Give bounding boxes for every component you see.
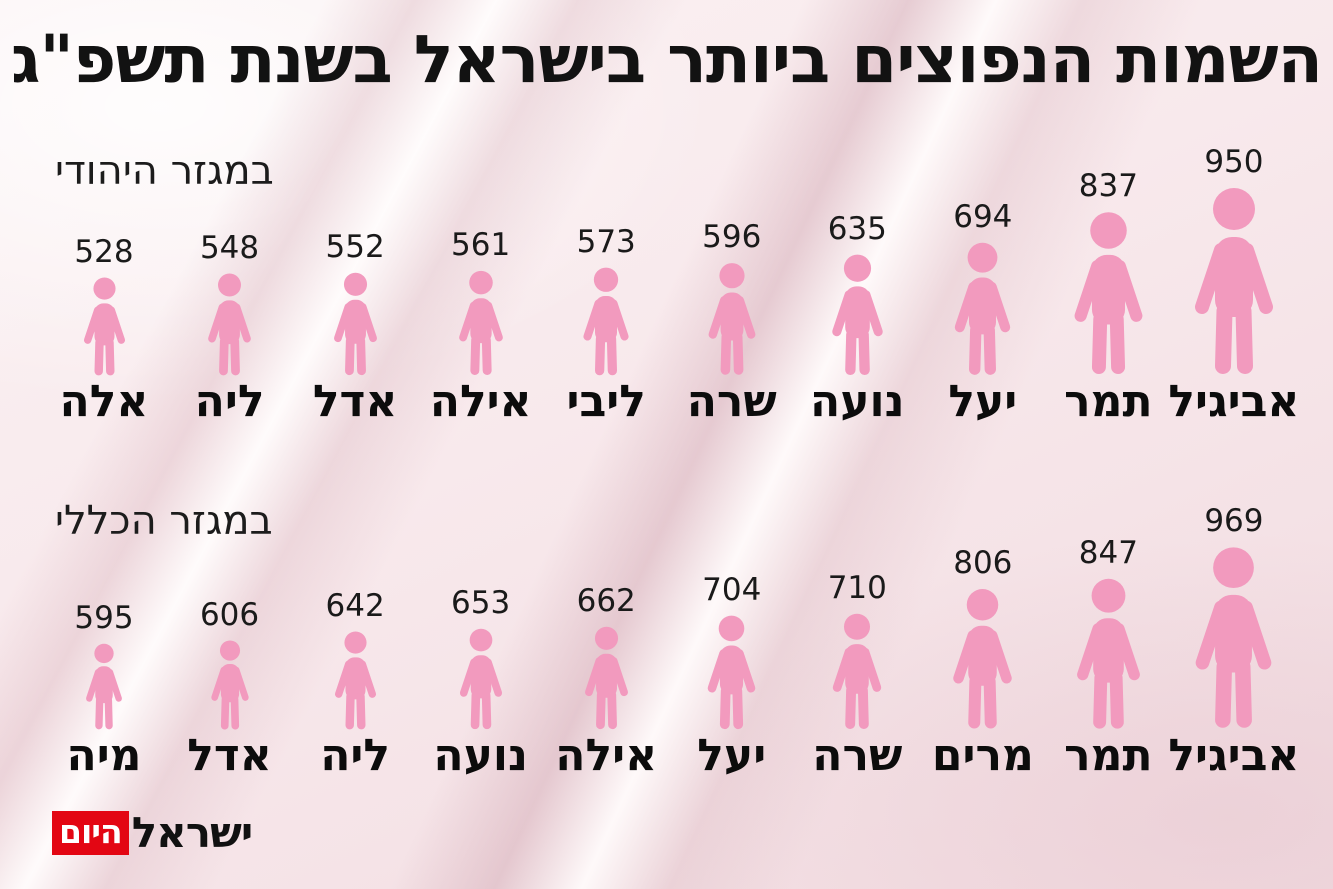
- value-label: 704: [702, 571, 762, 608]
- value-label: 653: [451, 584, 511, 621]
- person-icon: [833, 613, 882, 729]
- pictogram-item: 704 יעל: [673, 573, 791, 779]
- pictogram-item: 694 יעל: [924, 200, 1042, 425]
- name-label: תמר: [1064, 375, 1153, 427]
- name-label: נועה: [809, 375, 905, 427]
- value-label: 595: [74, 599, 134, 636]
- value-label: 635: [827, 210, 887, 247]
- pictogram-row-jewish-sector: 528 אלה 548 ליה 552 אדל 561 אילה 573 ליבי 596 שרה 63…: [45, 143, 1300, 425]
- name-label: אלה: [59, 375, 149, 427]
- name-label: ליה: [320, 729, 390, 781]
- name-label: ליה: [194, 375, 265, 427]
- name-label: אביגיל: [1168, 729, 1300, 781]
- person-icon: [334, 631, 376, 730]
- pictogram-item: 573 ליבי: [547, 225, 665, 425]
- person-icon: [1196, 547, 1272, 728]
- name-label: אביגיל: [1168, 375, 1300, 427]
- name-label: אילה: [555, 729, 658, 781]
- person-icon: [584, 626, 628, 729]
- value-label: 837: [1078, 167, 1138, 204]
- section-label-general-sector: במגזר הכללי: [55, 498, 273, 544]
- value-label: 662: [576, 582, 636, 619]
- pictogram-item: 606 אדל: [171, 598, 289, 779]
- value-label: 596: [702, 218, 762, 255]
- person-icon: [708, 262, 756, 375]
- value-label: 847: [1078, 534, 1138, 571]
- pictogram-item: 806 מרים: [924, 546, 1042, 779]
- person-icon: [86, 643, 122, 730]
- person-icon: [955, 242, 1011, 375]
- value-label: 950: [1204, 143, 1264, 180]
- value-label: 606: [199, 596, 260, 633]
- value-label: 694: [953, 198, 1013, 235]
- person-icon: [333, 272, 377, 375]
- value-label: 642: [325, 587, 385, 624]
- value-label: 710: [827, 569, 887, 606]
- pictogram-item: 528 אלה: [45, 235, 163, 425]
- value-label: 561: [451, 226, 511, 263]
- value-label: 573: [576, 223, 636, 260]
- name-label: יעל: [948, 375, 1018, 427]
- logo-text-israel: ישראל: [131, 808, 253, 857]
- pictogram-item: 552 אדל: [296, 230, 414, 425]
- section-label-jewish-sector: במגזר היהודי: [55, 148, 274, 194]
- name-label: מיה: [66, 729, 142, 781]
- pictogram-item: 710 שרה: [798, 571, 916, 779]
- value-label: 548: [199, 229, 260, 266]
- person-icon: [1194, 187, 1273, 374]
- value-label: 969: [1204, 502, 1264, 539]
- name-label: אדל: [187, 729, 272, 781]
- value-label: 552: [325, 228, 385, 265]
- person-icon: [707, 615, 756, 729]
- person-icon: [208, 273, 251, 376]
- name-label: אילה: [429, 375, 532, 427]
- pictogram-item: 969 אביגיל: [1168, 502, 1299, 779]
- name-label: נועה: [433, 729, 528, 781]
- pictogram-item: 950 אביגיל: [1168, 143, 1299, 425]
- logo-text-hayom: היום: [52, 811, 129, 855]
- name-label: מרים: [931, 729, 1034, 781]
- value-label: 806: [953, 544, 1013, 581]
- pictogram-item: 595 מיה: [45, 601, 163, 779]
- person-icon: [458, 270, 503, 375]
- value-label: 528: [74, 233, 134, 270]
- name-label: שרה: [812, 729, 903, 781]
- name-label: ליבי: [566, 375, 646, 427]
- person-icon: [83, 277, 125, 376]
- name-label: שרה: [686, 375, 777, 427]
- name-label: יעל: [697, 729, 767, 781]
- person-icon: [459, 628, 502, 729]
- pictogram-item: 662 אילה: [547, 584, 665, 779]
- person-icon: [583, 267, 629, 376]
- name-label: אדל: [312, 375, 398, 427]
- pictogram-item: 635 נועה: [798, 212, 916, 425]
- person-icon: [1076, 578, 1140, 729]
- pictogram-item: 847 תמר: [1049, 536, 1167, 779]
- name-label: תמר: [1064, 729, 1153, 781]
- pictogram-item: 837 תמר: [1049, 169, 1167, 425]
- israel-hayom-logo: ישראל היום: [52, 808, 253, 857]
- page-title: השמות הנפוצים ביותר בישראל בשנת תשפ"ג: [11, 21, 1323, 98]
- pictogram-item: 548 ליה: [171, 231, 289, 425]
- pictogram-item: 653 נועה: [422, 586, 540, 779]
- person-icon: [953, 588, 1013, 729]
- person-icon: [832, 254, 883, 375]
- pictogram-row-general-sector: 595 מיה 606 אדל 642 ליה 653 נועה 662 אילה 704 יעל 71…: [45, 502, 1299, 779]
- pictogram-item: 561 אילה: [422, 228, 540, 425]
- pictogram-item: 596 שרה: [673, 220, 791, 425]
- person-icon: [210, 640, 249, 730]
- pictogram-item: 642 ליה: [296, 589, 414, 779]
- person-icon: [1074, 212, 1143, 374]
